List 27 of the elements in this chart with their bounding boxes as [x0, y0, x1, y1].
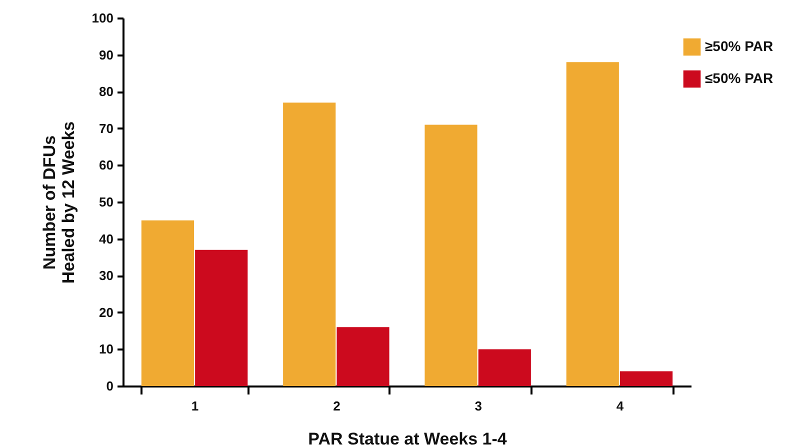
bar: [195, 250, 248, 386]
x-tick-label: 4: [616, 398, 624, 414]
x-tick-label: 1: [191, 398, 199, 414]
y-tick-label: 50: [99, 194, 114, 210]
bar: [336, 327, 390, 386]
y-tick-label: 90: [99, 47, 114, 62]
x-tick-label: 2: [333, 398, 340, 414]
bar: [478, 349, 531, 386]
bar: [424, 124, 478, 386]
y-tick-label: 10: [99, 342, 114, 357]
y-tick-label: 0: [106, 378, 114, 394]
y-tick-label: 100: [92, 10, 114, 26]
bar: [283, 102, 336, 386]
x-tick-label: 3: [474, 398, 482, 414]
y-tick-label: 60: [99, 158, 114, 173]
y-tick-label: 30: [99, 268, 114, 284]
y-tick-label: 70: [99, 120, 114, 136]
y-axis-title: Number of DFUs Healed by 12 Weeks: [40, 121, 78, 284]
y-tick-label: 80: [99, 84, 114, 100]
legend-label: ≥50% PAR: [705, 38, 774, 54]
y-tick-label: 40: [99, 231, 114, 246]
legend-label: ≤50% PAR: [705, 70, 774, 86]
x-axis-title: PAR Statue at Weeks 1-4: [308, 430, 508, 448]
bar: [620, 371, 673, 386]
y-tick-label: 20: [99, 304, 114, 320]
bar: [566, 62, 619, 386]
bar: [141, 220, 194, 386]
